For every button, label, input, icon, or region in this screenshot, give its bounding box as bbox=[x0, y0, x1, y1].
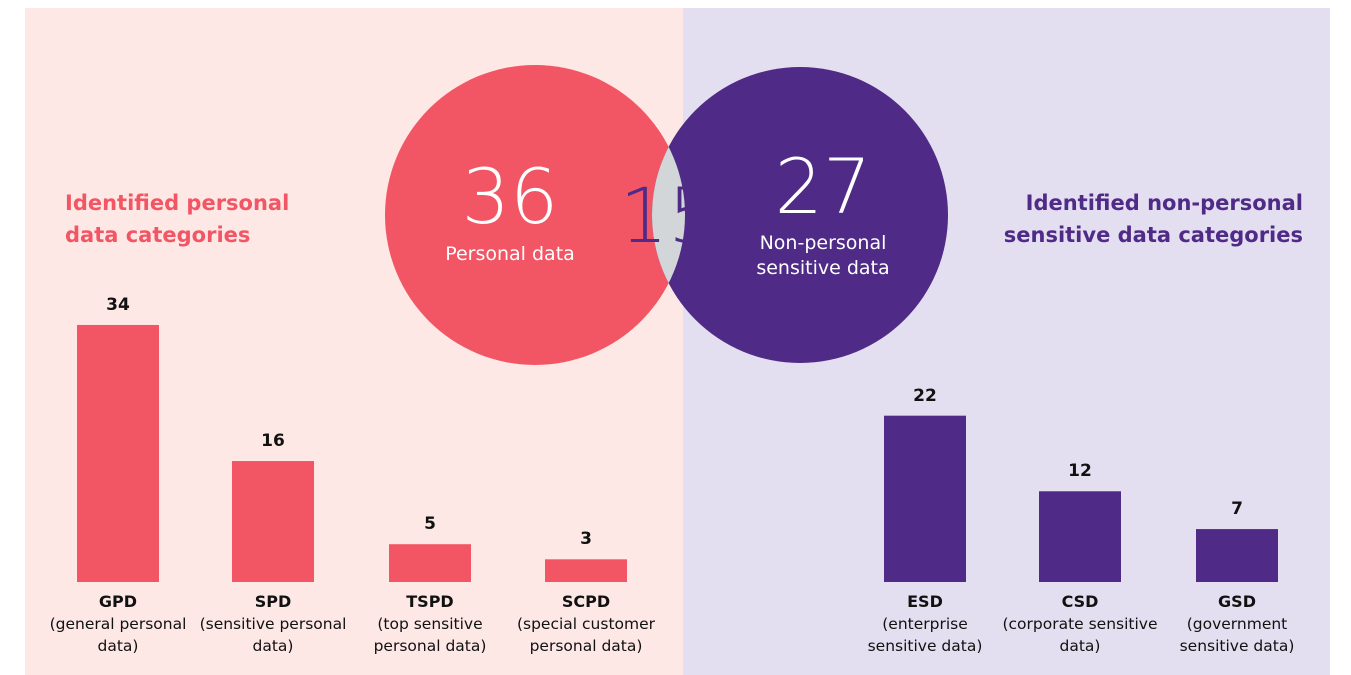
data-label: 12 bbox=[1068, 461, 1092, 482]
data-label: 7 bbox=[1231, 499, 1243, 520]
bar bbox=[545, 559, 627, 582]
bar bbox=[389, 544, 471, 582]
venn-label: Personal data bbox=[445, 243, 575, 265]
venn-value: 36 bbox=[461, 152, 559, 241]
data-label: 34 bbox=[106, 294, 130, 315]
category-label: GPD bbox=[98, 592, 138, 611]
data-label: 22 bbox=[913, 385, 937, 406]
data-label: 16 bbox=[261, 431, 285, 452]
category-description: (corporate sensitive data) bbox=[1002, 615, 1158, 655]
chart-title: Identified personal data categories bbox=[65, 191, 290, 247]
category-label: CSD bbox=[1061, 592, 1099, 611]
venn-set bbox=[652, 67, 948, 363]
venn-value: 27 bbox=[774, 142, 872, 231]
category-description: (special customer personal data) bbox=[516, 615, 656, 655]
venn-set bbox=[385, 65, 685, 365]
venn-value: 15 bbox=[619, 171, 717, 260]
category-description: (enterprise sensitive data) bbox=[867, 615, 983, 655]
venn-label: Non-personal sensitive data bbox=[756, 232, 890, 279]
category-label: ESD bbox=[907, 592, 943, 611]
bar bbox=[884, 415, 966, 582]
bar bbox=[77, 324, 159, 582]
category-label: SCPD bbox=[561, 592, 611, 611]
bar bbox=[232, 461, 314, 582]
bar bbox=[1196, 529, 1278, 582]
category-description: (sensitive personal data) bbox=[199, 615, 347, 655]
bar bbox=[1039, 491, 1121, 582]
category-label: TSPD bbox=[406, 592, 454, 611]
category-description: (government sensitive data) bbox=[1179, 615, 1295, 655]
category-label: GSD bbox=[1218, 592, 1256, 611]
category-description: (general personal data) bbox=[49, 615, 187, 655]
chart-title: Identified non-personal sensitive data c… bbox=[1003, 191, 1303, 247]
category-label: SPD bbox=[254, 592, 292, 611]
data-label: 3 bbox=[580, 529, 592, 550]
category-description: (top sensitive personal data) bbox=[373, 615, 487, 655]
data-label: 5 bbox=[424, 514, 436, 535]
